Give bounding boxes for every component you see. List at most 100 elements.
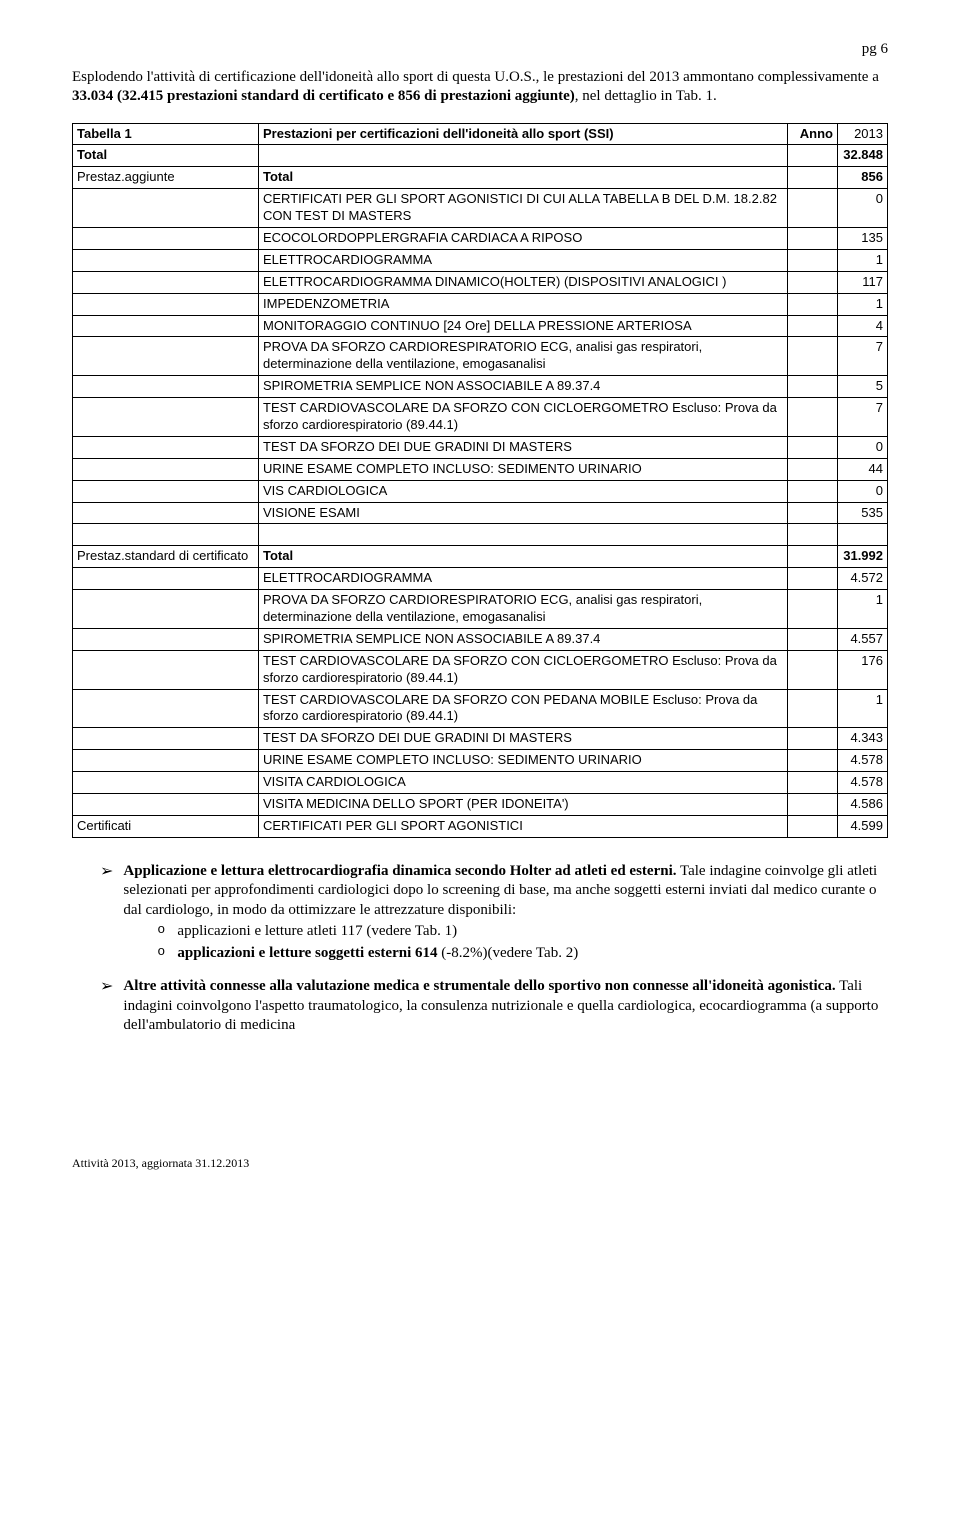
table-row: SPIROMETRIA SEMPLICE NON ASSOCIABILE A 8… (73, 376, 888, 398)
table-cell-value: 4.578 (838, 772, 888, 794)
table-cell-empty (788, 590, 838, 629)
table-cell-desc: VISITA CARDIOLOGICA (259, 772, 788, 794)
table-empty-cell (838, 524, 888, 546)
table-row: IMPEDENZOMETRIA 1 (73, 293, 888, 315)
table-row: TEST CARDIOVASCOLARE DA SFORZO CON CICLO… (73, 650, 888, 689)
table-cell-value: 176 (838, 650, 888, 689)
th-anno: Anno (788, 123, 838, 145)
footer-text: Attività 2013, aggiornata 31.12.2013 (72, 1156, 888, 1172)
table-cell-desc: TEST CARDIOVASCOLARE DA SFORZO CON CICLO… (259, 650, 788, 689)
table-cell-value: 7 (838, 337, 888, 376)
table-cell-value: 0 (838, 436, 888, 458)
table-cell-empty (788, 628, 838, 650)
table-row: SPIROMETRIA SEMPLICE NON ASSOCIABILE A 8… (73, 628, 888, 650)
table-row: CertificatiCERTIFICATI PER GLI SPORT AGO… (73, 815, 888, 837)
table-cell-desc: URINE ESAME COMPLETO INCLUSO: SEDIMENTO … (259, 458, 788, 480)
intro-text-a: Esplodendo l'attività di certificazione … (72, 69, 879, 85)
table-cell-value: 31.992 (838, 546, 888, 568)
table-cell-empty (788, 167, 838, 189)
table-row: VISIONE ESAMI535 (73, 502, 888, 524)
table-cell-empty (788, 145, 838, 167)
table-cell-empty (788, 436, 838, 458)
table-cell-empty (788, 249, 838, 271)
table-cell-empty (788, 315, 838, 337)
table-1: Tabella 1 Prestazioni per certificazioni… (72, 123, 888, 838)
table-row: URINE ESAME COMPLETO INCLUSO: SEDIMENTO … (73, 750, 888, 772)
table-cell-desc: TEST CARDIOVASCOLARE DA SFORZO CON PEDAN… (259, 689, 788, 728)
table-cell-value: 44 (838, 458, 888, 480)
table-cell-category (73, 480, 259, 502)
table-cell-desc: PROVA DA SFORZO CARDIORESPIRATORIO ECG, … (259, 337, 788, 376)
table-row: Total32.848 (73, 145, 888, 167)
bullet-altre: ➢ Altre attività connesse alla valutazio… (100, 977, 888, 1036)
table-cell-desc (259, 145, 788, 167)
table-cell-value: 0 (838, 480, 888, 502)
table-cell-category: Prestaz.standard di certificato (73, 546, 259, 568)
table-cell-desc: TEST DA SFORZO DEI DUE GRADINI DI MASTER… (259, 436, 788, 458)
table-row: TEST DA SFORZO DEI DUE GRADINI DI MASTER… (73, 436, 888, 458)
table-cell-desc: VISITA MEDICINA DELLO SPORT (PER IDONEIT… (259, 794, 788, 816)
table-cell-empty (788, 376, 838, 398)
table-cell-category (73, 502, 259, 524)
table-row: CERTIFICATI PER GLI SPORT AGONISTICI DI … (73, 189, 888, 228)
intro-paragraph: Esplodendo l'attività di certificazione … (72, 68, 888, 107)
table-cell-desc: ELETTROCARDIOGRAMMA (259, 568, 788, 590)
table-cell-value: 117 (838, 271, 888, 293)
table-cell-desc: URINE ESAME COMPLETO INCLUSO: SEDIMENTO … (259, 750, 788, 772)
table-cell-value: 1 (838, 590, 888, 629)
table-cell-empty (788, 458, 838, 480)
sub2-bold: applicazioni e letture soggetti esterni … (177, 945, 441, 961)
bullet2-title: Altre attività connesse alla valutazione… (123, 978, 835, 994)
th-year: 2013 (838, 123, 888, 145)
table-cell-empty (788, 728, 838, 750)
table-cell-category (73, 568, 259, 590)
table-cell-value: 0 (838, 189, 888, 228)
table-cell-value: 1 (838, 293, 888, 315)
intro-text-c: , nel dettaglio in Tab. 1. (575, 88, 717, 104)
sub-item-2: o applicazioni e letture soggetti estern… (157, 944, 888, 964)
circle-icon: o (157, 944, 177, 964)
table-cell-category (73, 293, 259, 315)
table-row: URINE ESAME COMPLETO INCLUSO: SEDIMENTO … (73, 458, 888, 480)
table-cell-desc: PROVA DA SFORZO CARDIORESPIRATORIO ECG, … (259, 590, 788, 629)
table-cell-category (73, 650, 259, 689)
table-cell-empty (788, 227, 838, 249)
table-cell-value: 135 (838, 227, 888, 249)
bullet-holter: ➢ Applicazione e lettura elettrocardiogr… (100, 862, 888, 966)
sub1-text: applicazioni e letture atleti 117 (veder… (177, 922, 457, 942)
table-cell-empty (788, 398, 838, 437)
table-cell-category (73, 315, 259, 337)
table-cell-category: Prestaz.aggiunte (73, 167, 259, 189)
table-cell-desc: Total (259, 167, 788, 189)
table-cell-category: Total (73, 145, 259, 167)
page-number: pg 6 (72, 40, 888, 60)
table-cell-category (73, 398, 259, 437)
table-cell-desc: SPIROMETRIA SEMPLICE NON ASSOCIABILE A 8… (259, 628, 788, 650)
table-cell-desc: ELETTROCARDIOGRAMMA DINAMICO(HOLTER) (DI… (259, 271, 788, 293)
th-title: Prestazioni per certificazioni dell'idon… (259, 123, 788, 145)
table-cell-empty (788, 271, 838, 293)
table-cell-desc: Total (259, 546, 788, 568)
table-cell-category (73, 628, 259, 650)
intro-text-bold: 33.034 (32.415 prestazioni standard di c… (72, 88, 575, 104)
table-row (73, 524, 888, 546)
table-cell-category (73, 376, 259, 398)
table-cell-desc: SPIROMETRIA SEMPLICE NON ASSOCIABILE A 8… (259, 376, 788, 398)
table-row: VIS CARDIOLOGICA 0 (73, 480, 888, 502)
table-cell-empty (788, 568, 838, 590)
table-cell-empty (788, 689, 838, 728)
table-cell-desc: VIS CARDIOLOGICA (259, 480, 788, 502)
table-cell-category (73, 227, 259, 249)
table-row: Prestaz.aggiunteTotal856 (73, 167, 888, 189)
th-tabella: Tabella 1 (73, 123, 259, 145)
table-cell-desc: MONITORAGGIO CONTINUO [24 Ore] DELLA PRE… (259, 315, 788, 337)
table-header-row: Tabella 1 Prestazioni per certificazioni… (73, 123, 888, 145)
table-row: ELETTROCARDIOGRAMMA4.572 (73, 568, 888, 590)
table-cell-category (73, 189, 259, 228)
table-cell-desc: IMPEDENZOMETRIA (259, 293, 788, 315)
table-cell-desc: TEST DA SFORZO DEI DUE GRADINI DI MASTER… (259, 728, 788, 750)
table-row: ELETTROCARDIOGRAMMA DINAMICO(HOLTER) (DI… (73, 271, 888, 293)
table-cell-value: 1 (838, 689, 888, 728)
table-row: MONITORAGGIO CONTINUO [24 Ore] DELLA PRE… (73, 315, 888, 337)
table-cell-category (73, 436, 259, 458)
